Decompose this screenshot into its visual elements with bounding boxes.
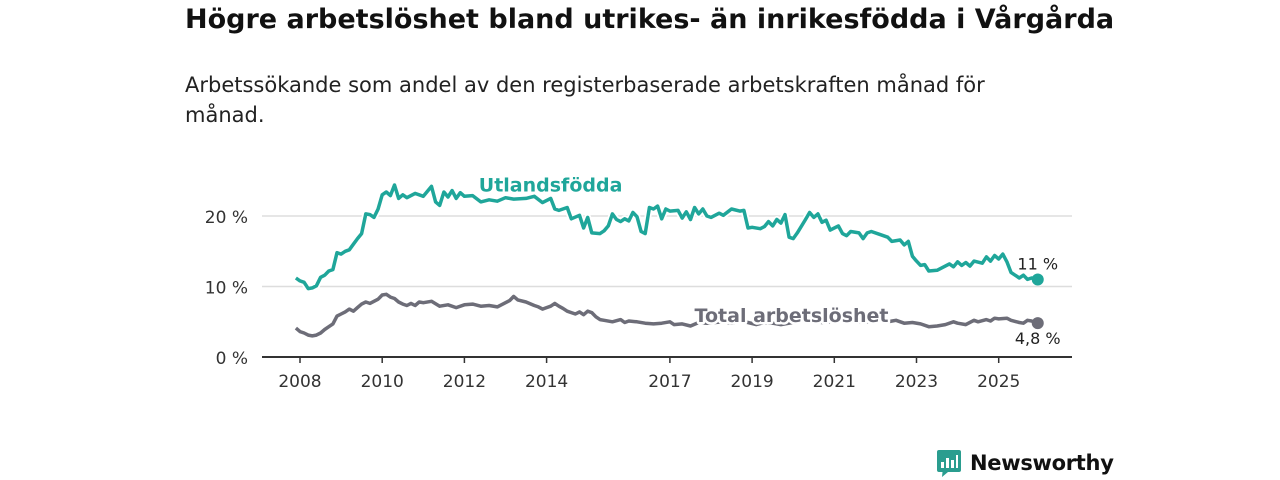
x-tick-label: 2010	[361, 372, 404, 392]
series-name-label: Utlandsfödda	[479, 174, 623, 196]
y-tick-label: 20 %	[205, 208, 248, 228]
series-labels: 11 % 4,8 % Utlandsfödda Total arbetslöshet	[476, 172, 1061, 348]
axes: 0 % 10 % 20 % 2008 2010 2012 2014 2017 2019 2021 2…	[205, 208, 1072, 392]
series-halo	[293, 181, 1039, 293]
x-tick-label: 2023	[895, 372, 938, 392]
series-lines	[293, 181, 1044, 340]
series-line-total	[294, 292, 1039, 338]
x-tick-label: 2008	[278, 372, 321, 392]
chart-title: Högre arbetslöshet bland utrikes- än inr…	[185, 4, 1115, 35]
brand-logo: Newsworthy	[936, 448, 1114, 478]
x-tick-label: 2012	[443, 372, 486, 392]
x-tick-label: 2019	[730, 372, 773, 392]
chart-subtitle: Arbetssökande som andel av den registerb…	[185, 73, 985, 127]
series-line-utlandsfodda	[294, 183, 1039, 291]
x-tick-label: 2014	[525, 372, 568, 392]
x-tick-label: 2021	[813, 372, 856, 392]
brand-name: Newsworthy	[970, 451, 1114, 475]
series-name-label: Total arbetslöshet	[695, 305, 889, 327]
gridlines	[262, 215, 1072, 288]
bar-chart-speech-bubble-icon	[937, 450, 961, 477]
x-tick-label: 2017	[648, 372, 691, 392]
x-tick-label: 2025	[977, 372, 1020, 392]
y-tick-label: 10 %	[205, 279, 248, 299]
series-end-marker	[1031, 317, 1044, 330]
series-end-value: 11 %	[1017, 254, 1058, 273]
series-end-value: 4,8 %	[1015, 329, 1061, 348]
y-tick-label: 0 %	[216, 349, 248, 369]
series-end-marker	[1031, 273, 1044, 286]
series-halo	[293, 290, 1039, 340]
